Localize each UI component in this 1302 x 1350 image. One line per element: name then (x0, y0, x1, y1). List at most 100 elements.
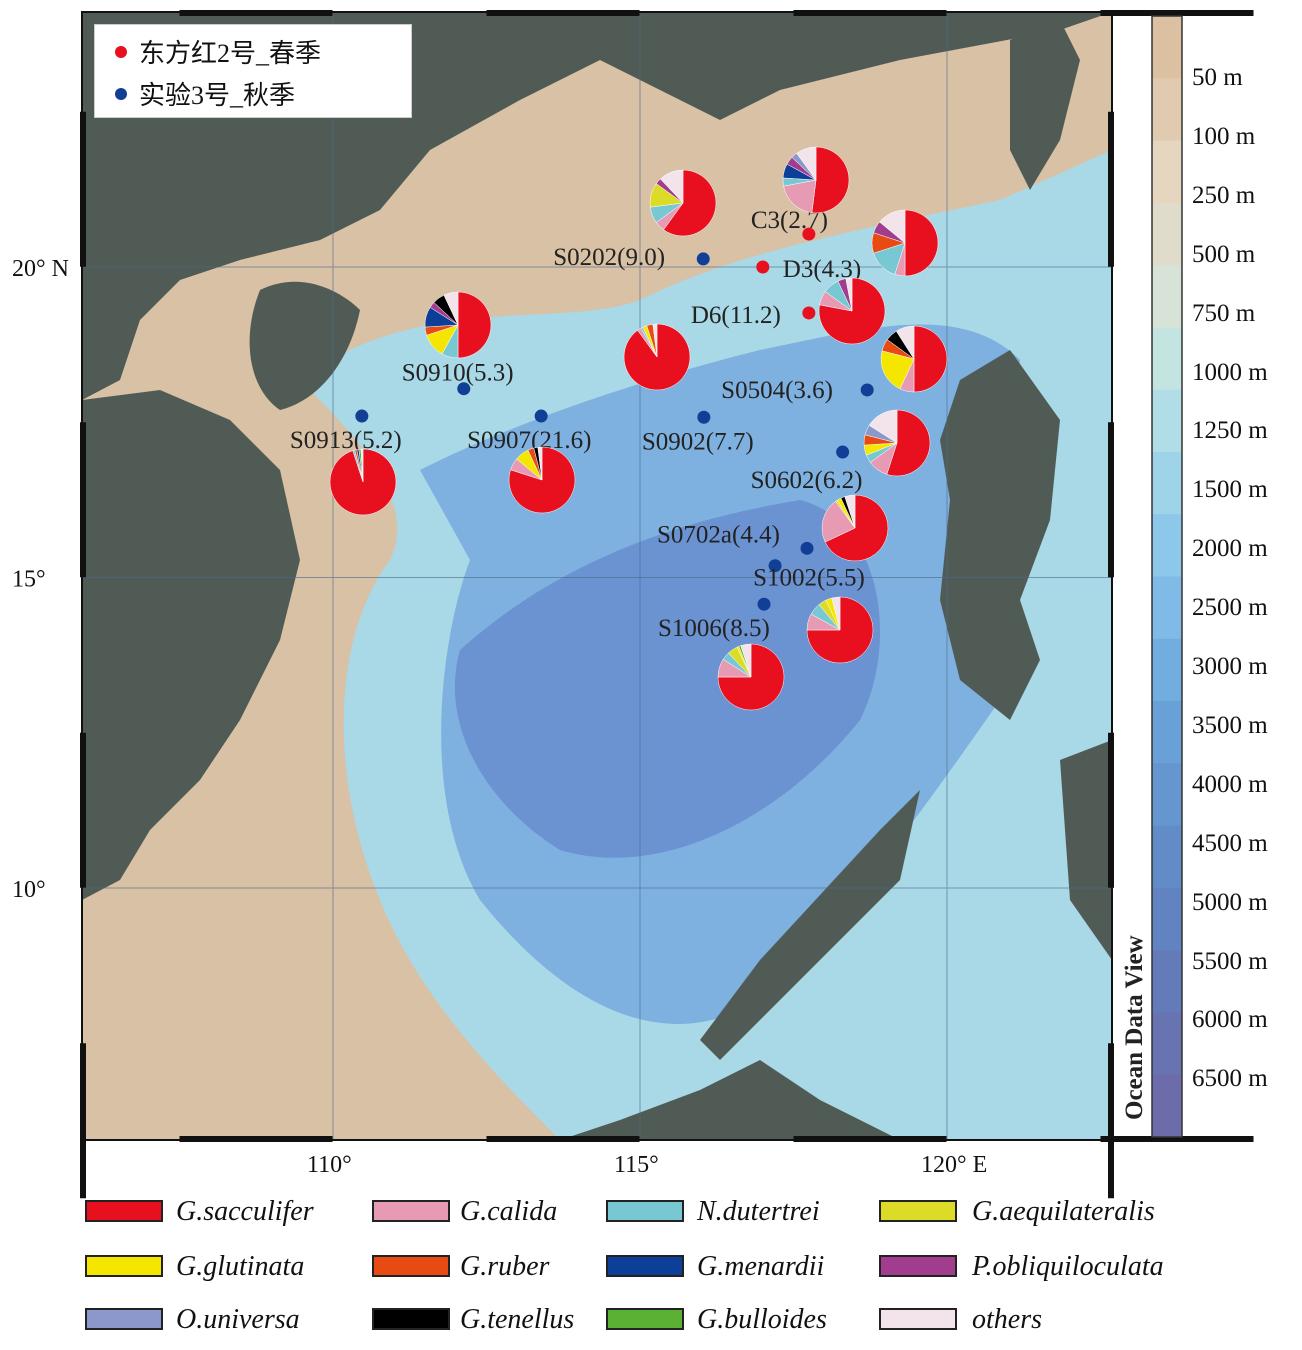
frame-segment (1108, 732, 1114, 888)
colorbar-label: 1000 m (1192, 358, 1268, 386)
pie-slice-g-calida (783, 179, 817, 214)
cruise-legend-item: 实验3号_秋季 (115, 75, 295, 112)
station-marker[interactable] (802, 227, 816, 241)
colorbar-step (1152, 576, 1182, 640)
colorbar-label: 6500 m (1192, 1065, 1268, 1093)
colorbar-step (1152, 514, 1182, 577)
station-marker[interactable] (802, 306, 816, 320)
station-marker[interactable] (860, 383, 874, 397)
frame-ticks (80, 10, 1254, 1199)
station-marker[interactable] (768, 559, 782, 573)
frame-segment (793, 1136, 947, 1142)
species-label: N.dutertrei (697, 1196, 820, 1227)
land-taiwan (1010, 20, 1080, 190)
frame-segment (486, 10, 640, 16)
species-swatch (85, 1255, 163, 1277)
station-marker[interactable] (836, 445, 850, 459)
pie-chart (871, 209, 939, 277)
species-label: others (972, 1304, 1042, 1335)
pie-chart (806, 596, 874, 664)
colorbar-step (1152, 887, 1182, 951)
pie-chart (821, 494, 889, 562)
colorbar-label: 5500 m (1192, 947, 1268, 975)
station-label: S0910(5.3) (402, 360, 514, 387)
species-label: G.aequilateralis (972, 1196, 1155, 1227)
pie-chart (508, 446, 576, 514)
station-marker[interactable] (757, 597, 771, 611)
pie-chart (424, 291, 492, 359)
station-marker[interactable] (800, 541, 814, 555)
colorbar-label: 750 m (1192, 299, 1256, 327)
frame-segment (1108, 111, 1114, 267)
station-label: S1002(5.5) (753, 565, 865, 592)
pie-slice-others (845, 277, 853, 312)
land-palawan (700, 790, 920, 1060)
cruise-label: 实验3号_秋季 (139, 81, 296, 110)
colorbar-step (1152, 140, 1182, 204)
pie-slice-g-sacculifer (457, 291, 492, 359)
land-luzon (940, 350, 1060, 720)
species-label: O.universa (176, 1304, 300, 1335)
cruise-legend-item: 东方红2号_春季 (115, 33, 321, 70)
y-tick-label: 10° (12, 877, 46, 903)
blue-dot-icon (115, 87, 127, 100)
colorbar-step (1152, 638, 1182, 702)
species-label: G.tenellus (460, 1304, 575, 1335)
species-label: P.obliquiloculata (972, 1251, 1164, 1282)
colorbar-step (1152, 78, 1182, 142)
species-swatch (372, 1255, 450, 1277)
x-tick-label: 110° (307, 1152, 352, 1178)
pie-slice-g-sacculifer (904, 209, 939, 277)
colorbar-label: 3000 m (1192, 653, 1268, 680)
station-marker[interactable] (697, 410, 711, 424)
red-dot-icon (115, 45, 127, 58)
station-label: S0913(5.2) (290, 427, 402, 454)
pie-slice-others (443, 291, 459, 326)
species-swatch (606, 1255, 684, 1277)
station-label: S1006(8.5) (658, 615, 770, 642)
pie-chart (649, 169, 717, 237)
frame-segment (1108, 422, 1114, 578)
station-marker[interactable] (756, 260, 770, 274)
species-swatch (879, 1200, 957, 1222)
station-marker[interactable] (355, 409, 369, 423)
frame-segment (80, 732, 86, 888)
colorbar-step (1152, 202, 1182, 266)
colorbar-frame (1151, 15, 1183, 1138)
y-tick-label: 15° (12, 567, 46, 593)
species-swatch (879, 1308, 957, 1330)
station-marker[interactable] (534, 409, 548, 423)
x-tick-label: 115° (614, 1152, 659, 1178)
pie-slice-others (652, 323, 658, 358)
frame-segment (80, 422, 86, 578)
station-marker[interactable] (696, 252, 710, 266)
species-label: G.bulloides (697, 1304, 827, 1335)
station-marker[interactable] (457, 382, 471, 396)
species-label: G.sacculifer (176, 1196, 314, 1227)
x-tick-label: 120° E (921, 1152, 987, 1178)
land-philippines-south (1060, 740, 1112, 960)
pie-slice-others (844, 494, 856, 529)
pie-slice-others (537, 446, 543, 481)
map-area (82, 12, 1112, 1140)
species-swatch (85, 1308, 163, 1330)
pie-chart (782, 146, 850, 214)
frame-segment (1108, 1043, 1114, 1199)
species-swatch (372, 1200, 450, 1222)
pie-slice-others (879, 209, 906, 244)
colorbar-step (1152, 265, 1182, 328)
pie-chart (329, 448, 397, 516)
station-label: S0504(3.6) (721, 377, 833, 404)
pie-chart (863, 409, 931, 477)
species-swatch (606, 1200, 684, 1222)
species-swatch (85, 1200, 163, 1222)
frame-segment (1100, 1136, 1254, 1142)
colorbar-label: 1250 m (1192, 417, 1268, 445)
colorbar-label: 2500 m (1192, 594, 1268, 622)
pie-slice-g-sacculifer (663, 169, 717, 237)
colorbar-label: 100 m (1192, 122, 1256, 150)
pie-slice-others (660, 169, 684, 204)
pie-slice-others (740, 643, 752, 678)
pie-slice-others (831, 596, 841, 631)
pie-slice-g-sacculifer (811, 146, 850, 214)
